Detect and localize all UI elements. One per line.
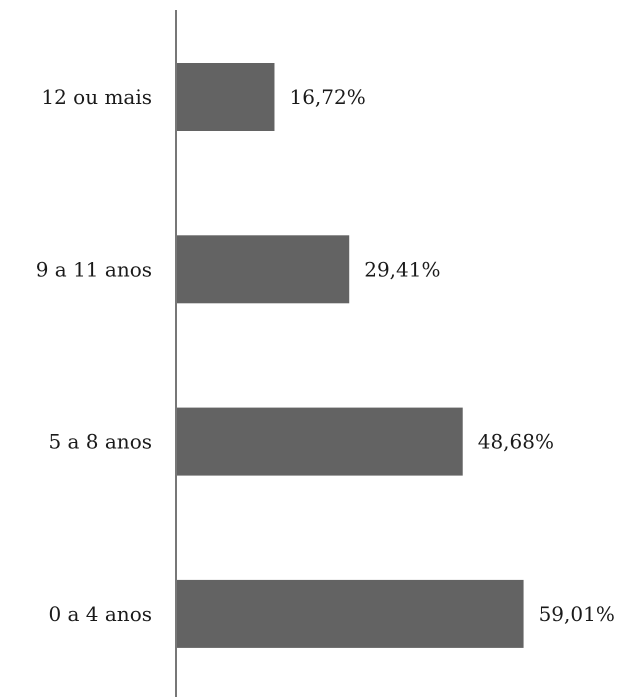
bar-2 bbox=[176, 235, 350, 304]
labels-layer: 12 ou mais 16,72% 9 a 11 anos 29,41% 5 a 8 a… bbox=[36, 85, 615, 626]
bars-layer bbox=[176, 63, 524, 648]
category-label: 12 ou mais bbox=[41, 85, 152, 109]
category-label: 0 a 4 anos bbox=[48, 602, 152, 626]
value-label: 16,72% bbox=[289, 85, 365, 109]
category-label: 9 a 11 anos bbox=[36, 257, 152, 281]
category-label: 5 a 8 anos bbox=[48, 430, 152, 454]
bar-3 bbox=[176, 407, 463, 476]
value-label: 48,68% bbox=[478, 430, 554, 454]
bar-4 bbox=[176, 579, 524, 648]
bar-1 bbox=[176, 63, 275, 131]
value-label: 59,01% bbox=[539, 602, 615, 626]
value-label: 29,41% bbox=[364, 257, 440, 281]
